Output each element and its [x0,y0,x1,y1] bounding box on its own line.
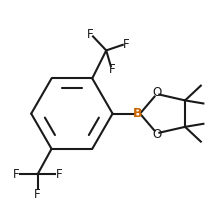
Text: O: O [152,128,162,141]
Text: F: F [87,28,93,41]
Text: F: F [123,38,130,51]
Text: B: B [133,107,143,120]
Text: F: F [13,168,20,181]
Text: F: F [56,168,62,181]
Text: O: O [152,86,162,99]
Text: F: F [109,63,116,76]
Text: F: F [34,188,41,201]
